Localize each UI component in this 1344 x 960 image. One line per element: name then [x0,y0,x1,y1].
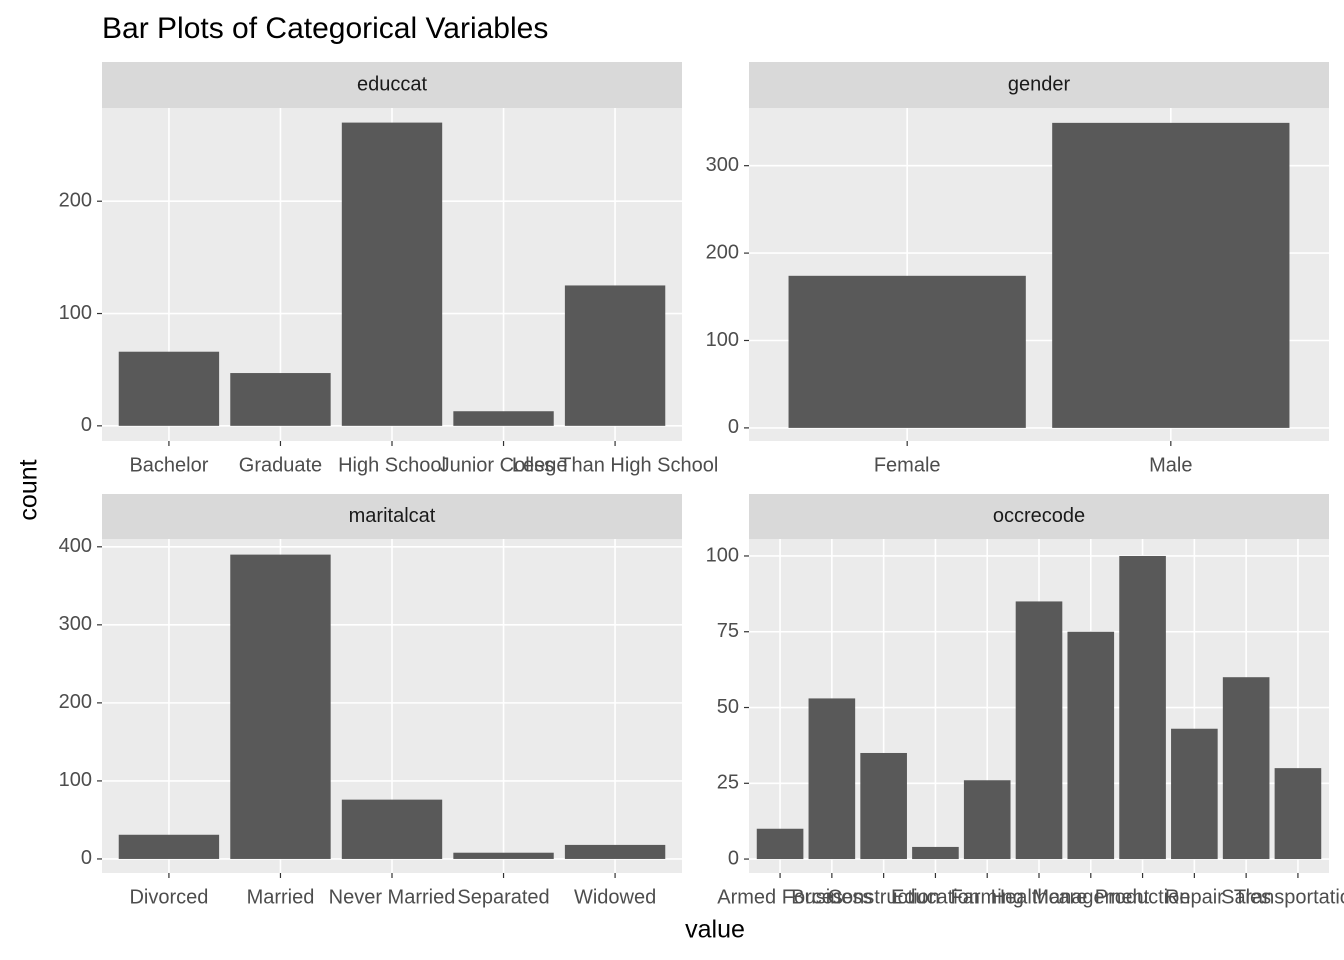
bar [118,834,220,859]
strip-background [102,62,682,108]
bar [788,275,1026,428]
y-tick-label: 400 [59,535,92,557]
bar [230,554,331,859]
strip-background [102,494,682,539]
bar [230,373,331,426]
x-tick-label: Married [247,886,315,908]
bar [341,122,443,426]
bar [453,852,554,859]
y-tick-label: 100 [59,302,92,324]
bar [564,285,666,426]
x-tick-label: Junior College [440,454,568,476]
x-tick-label: Farming [951,886,1024,908]
bar [808,698,856,860]
y-tick-label: 75 [717,620,739,642]
x-axis-label: value [685,916,745,944]
bar [564,844,666,859]
bar [860,752,907,860]
x-tick-label: Armed Forces [717,886,843,908]
bar [756,828,804,860]
y-tick-label: 0 [81,847,92,869]
y-tick-label: 200 [59,189,92,211]
bar [912,846,959,860]
y-tick-label: 200 [59,691,92,713]
y-tick-label: 25 [717,772,739,794]
x-tick-label: Never Married [329,886,456,908]
y-tick-label: 100 [706,329,739,351]
x-tick-label: Divorced [129,886,208,908]
bar [453,411,554,426]
y-tick-label: 300 [59,613,92,635]
bar [1171,728,1218,860]
bar [1119,555,1166,860]
x-tick-label: Transportation [1234,886,1344,908]
x-tick-label: Management [1032,886,1149,908]
y-tick-label: 300 [706,154,739,176]
x-tick-label: Construction [828,886,940,908]
x-tick-label: Sales [1221,886,1271,908]
y-tick-label: 0 [728,847,739,869]
y-tick-label: 100 [59,769,92,791]
y-tick-label: 0 [728,416,739,438]
bar [1067,631,1115,860]
chart-title: Bar Plots of Categorical Variables [102,12,548,45]
y-tick-label: 100 [706,544,739,566]
x-tick-label: Less Than High School [512,454,718,476]
bar [1222,677,1270,860]
strip-background [749,494,1329,539]
x-tick-label: Healthcare [991,886,1088,908]
x-tick-label: Widowed [574,886,656,908]
bar [118,351,220,426]
bar [1274,768,1322,860]
strip-label: educcat [357,73,427,95]
x-tick-label: Business [791,886,872,908]
x-tick-label: Male [1149,454,1192,476]
strip-label: gender [1008,73,1071,95]
bar [1015,601,1063,860]
y-axis-label: count [15,459,43,520]
x-tick-label: Production [1095,886,1191,908]
bar [963,780,1011,860]
bar [341,799,443,859]
x-tick-label: Education [891,886,980,908]
strip-background [749,62,1329,108]
y-tick-label: 0 [81,414,92,436]
y-tick-label: 50 [717,696,739,718]
x-tick-label: Repair [1165,886,1224,908]
x-tick-label: Bachelor [129,454,208,476]
x-tick-label: Separated [457,886,549,908]
y-tick-label: 200 [706,241,739,263]
bar [1052,122,1290,428]
strip-label: maritalcat [349,505,436,527]
x-tick-label: Graduate [239,454,322,476]
strip-label: occrecode [993,505,1085,527]
x-tick-label: High School [338,454,446,476]
x-tick-label: Female [874,454,941,476]
